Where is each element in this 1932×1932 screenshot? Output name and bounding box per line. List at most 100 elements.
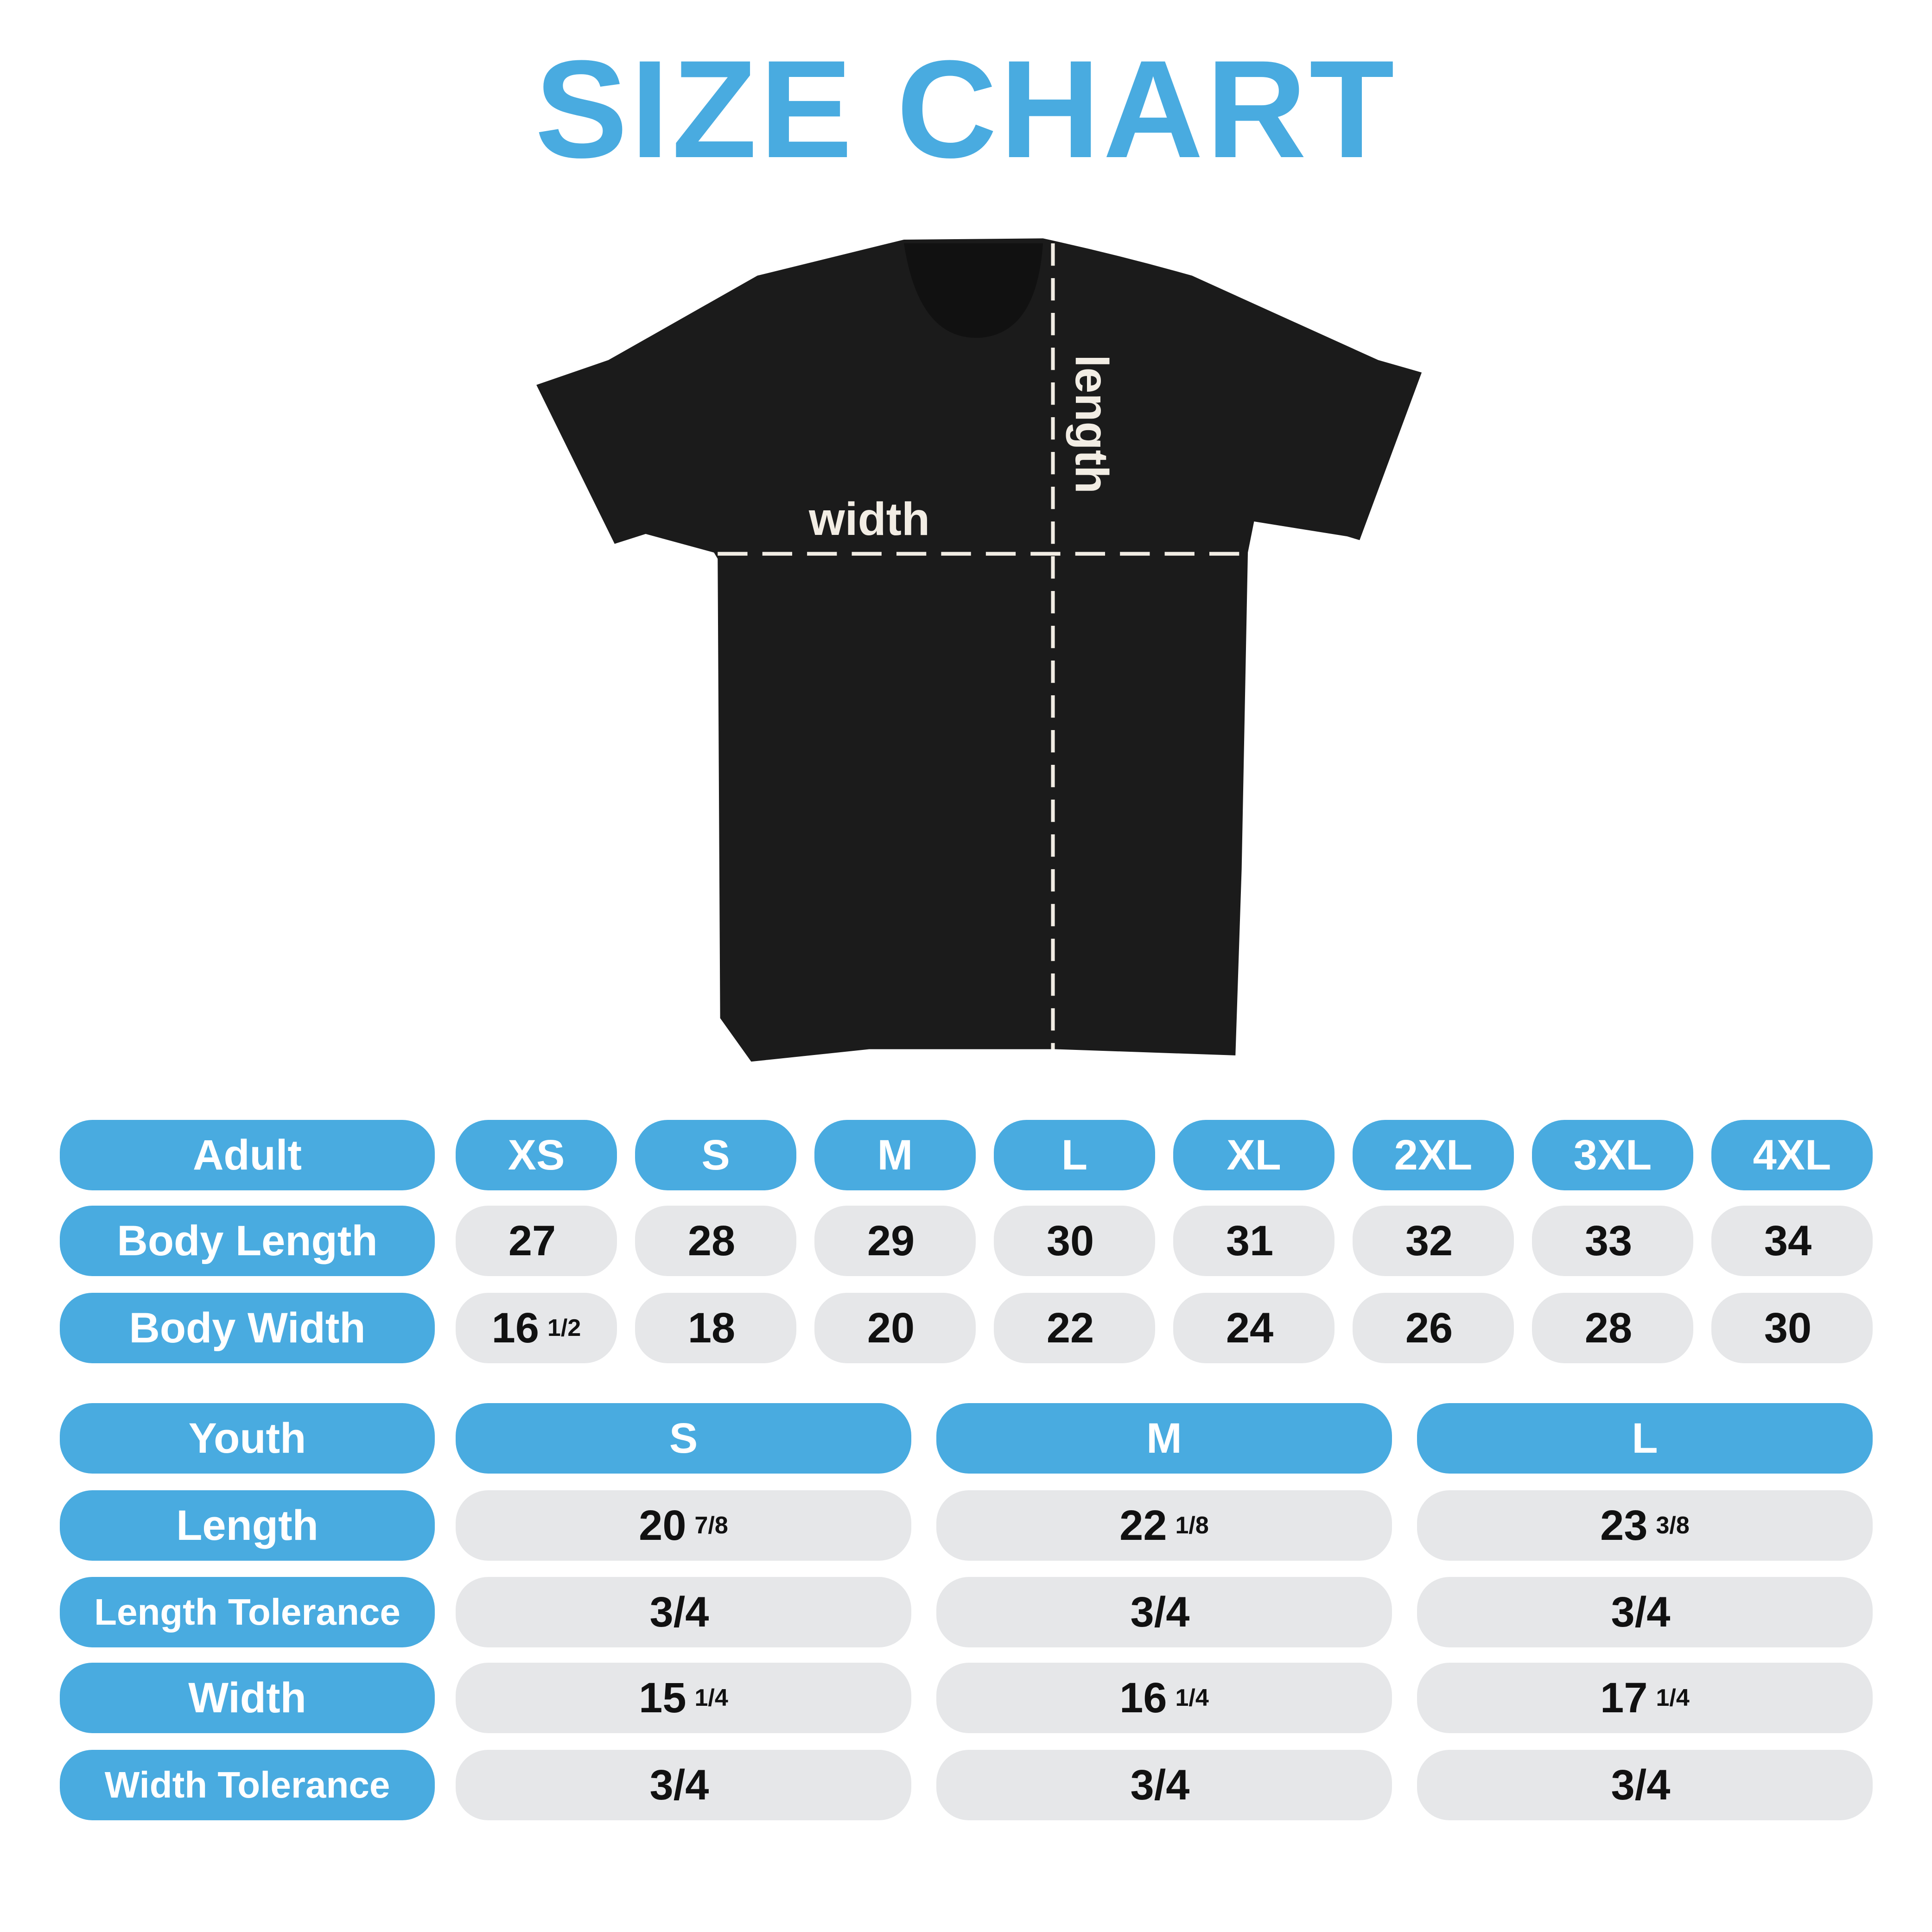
cell-text: 22 <box>1046 1304 1094 1352</box>
table-cell: 32 <box>1353 1206 1514 1276</box>
cell-text: 28 <box>687 1217 736 1265</box>
cell-text: 3/4 <box>649 1588 709 1636</box>
table-cell: 20 7/8 <box>456 1490 911 1561</box>
adult-size-header: 2XL <box>1353 1120 1514 1190</box>
cell-text: 31 <box>1226 1217 1274 1265</box>
adult-size-header: 4XL <box>1711 1120 1873 1190</box>
table-cell: 28 <box>1532 1293 1693 1363</box>
cell-text: L <box>1632 1414 1658 1462</box>
cell-text: 4XL <box>1753 1131 1831 1179</box>
row-label: Width Tolerance <box>60 1750 435 1820</box>
table-cell: 29 <box>814 1206 976 1276</box>
row-label: Length <box>60 1490 435 1561</box>
table-cell: 26 <box>1353 1293 1514 1363</box>
cell-text: 28 <box>1584 1304 1633 1352</box>
fraction-text: 3/8 <box>1656 1512 1690 1539</box>
cell-text: 15 <box>639 1674 686 1722</box>
table-cell: 17 1/4 <box>1417 1663 1873 1733</box>
cell-text: Body Width <box>129 1304 366 1352</box>
row-label: Body Width <box>60 1293 435 1363</box>
youth-size-header: L <box>1417 1403 1873 1474</box>
neck-opening <box>904 243 1043 338</box>
cell-text: Length Tolerance <box>94 1591 400 1633</box>
table-cell: 16 1/2 <box>456 1293 617 1363</box>
fraction-text: 1/4 <box>694 1684 728 1711</box>
table-cell: 18 <box>635 1293 796 1363</box>
cell-text: 30 <box>1764 1304 1812 1352</box>
cell-text: 30 <box>1046 1217 1094 1265</box>
table-cell: 15 1/4 <box>456 1663 911 1733</box>
table-cell: 3/4 <box>936 1577 1392 1647</box>
table-cell: 16 1/4 <box>936 1663 1392 1733</box>
cell-text: 34 <box>1764 1217 1812 1265</box>
cell-text: M <box>877 1131 913 1179</box>
page-title: SIZE CHART <box>535 31 1397 187</box>
length-label: length <box>1066 355 1118 494</box>
cell-text: 26 <box>1405 1304 1453 1352</box>
cell-text: Adult <box>192 1131 302 1179</box>
youth-size-header: S <box>456 1403 911 1474</box>
cell-text: 29 <box>867 1217 915 1265</box>
table-cell: 3/4 <box>936 1750 1392 1820</box>
row-label: Width <box>60 1663 435 1733</box>
cell-text: Body Length <box>117 1217 378 1265</box>
cell-text: 3/4 <box>1611 1761 1671 1809</box>
adult-header-label: Adult <box>60 1120 435 1190</box>
cell-text: 16 <box>1119 1674 1167 1722</box>
cell-text: L <box>1061 1131 1088 1179</box>
row-label: Body Length <box>60 1206 435 1276</box>
table-cell: 30 <box>1711 1293 1873 1363</box>
row-label: Length Tolerance <box>60 1577 435 1647</box>
cell-text: S <box>669 1414 698 1462</box>
table-cell: 23 3/8 <box>1417 1490 1873 1561</box>
cell-text: 32 <box>1405 1217 1453 1265</box>
cell-text: 33 <box>1584 1217 1633 1265</box>
table-cell: 3/4 <box>1417 1577 1873 1647</box>
fraction-text: 7/8 <box>694 1512 728 1539</box>
adult-size-header: M <box>814 1120 976 1190</box>
cell-text: 17 <box>1600 1674 1648 1722</box>
cell-text: Youth <box>188 1414 306 1462</box>
cell-text: Width <box>188 1674 306 1722</box>
cell-text: Width Tolerance <box>104 1764 390 1805</box>
fraction-text: 1/2 <box>547 1315 581 1341</box>
cell-text: M <box>1146 1414 1182 1462</box>
table-cell: 33 <box>1532 1206 1693 1276</box>
fraction-text: 1/8 <box>1175 1512 1209 1539</box>
cell-text: 3/4 <box>649 1761 709 1809</box>
table-cell: 31 <box>1173 1206 1335 1276</box>
cell-text: 20 <box>867 1304 915 1352</box>
cell-text: 20 <box>639 1501 686 1549</box>
table-cell: 22 <box>994 1293 1155 1363</box>
fraction-text: 1/4 <box>1656 1684 1690 1711</box>
adult-size-header: S <box>635 1120 796 1190</box>
cell-text: 3/4 <box>1130 1588 1190 1636</box>
cell-text: 3/4 <box>1611 1588 1671 1636</box>
cell-text: S <box>701 1131 730 1179</box>
cell-text: 2XL <box>1394 1131 1473 1179</box>
table-cell: 24 <box>1173 1293 1335 1363</box>
cell-text: 3/4 <box>1130 1761 1190 1809</box>
table-cell: 3/4 <box>1417 1750 1873 1820</box>
adult-size-header: XS <box>456 1120 617 1190</box>
table-cell: 34 <box>1711 1206 1873 1276</box>
youth-size-header: M <box>936 1403 1392 1474</box>
cell-text: 18 <box>687 1304 736 1352</box>
cell-text: 24 <box>1226 1304 1274 1352</box>
youth-header-label: Youth <box>60 1403 435 1474</box>
cell-text: XL <box>1227 1131 1281 1179</box>
cell-text: Length <box>176 1501 318 1549</box>
table-cell: 20 <box>814 1293 976 1363</box>
adult-size-header: XL <box>1173 1120 1335 1190</box>
cell-text: XS <box>508 1131 565 1179</box>
fraction-text: 1/4 <box>1175 1684 1209 1711</box>
cell-text: 23 <box>1600 1501 1648 1549</box>
cell-text: 22 <box>1119 1501 1167 1549</box>
table-cell: 3/4 <box>456 1750 911 1820</box>
cell-text: 3XL <box>1573 1131 1652 1179</box>
table-cell: 30 <box>994 1206 1155 1276</box>
adult-size-header: L <box>994 1120 1155 1190</box>
table-cell: 27 <box>456 1206 617 1276</box>
table-cell: 3/4 <box>456 1577 911 1647</box>
